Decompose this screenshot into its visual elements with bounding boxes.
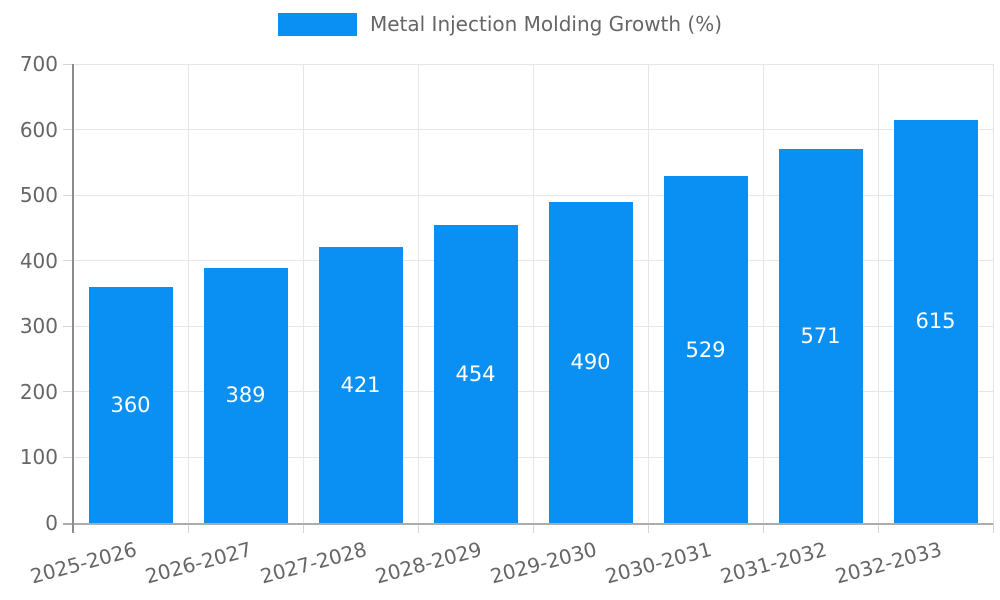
- y-axis-tick: [63, 260, 73, 262]
- y-axis-tick-label: 600: [19, 117, 58, 142]
- legend-swatch: [277, 12, 357, 36]
- y-axis-tick-label: 300: [19, 314, 58, 339]
- bar-2026-2027[interactable]: [203, 267, 288, 523]
- x-axis-tick: [532, 523, 534, 533]
- x-axis-tick-label: 2027-2028: [258, 537, 370, 589]
- y-axis-tick: [63, 391, 73, 393]
- x-axis-tick-label: 2032-2033: [833, 537, 945, 589]
- gridline-vertical: [532, 64, 534, 523]
- x-axis-line: [63, 523, 993, 525]
- bar-2029-2030[interactable]: [548, 201, 633, 523]
- y-axis-line: [72, 64, 74, 533]
- gridline-vertical: [302, 64, 304, 523]
- bar-2030-2031[interactable]: [663, 176, 748, 523]
- bar-2027-2028[interactable]: [318, 246, 403, 523]
- y-axis-tick: [63, 325, 73, 327]
- y-axis-tick-label: 400: [19, 248, 58, 273]
- gridline-vertical: [992, 64, 994, 523]
- bar-2032-2033[interactable]: [893, 119, 978, 523]
- y-axis-tick-label: 0: [45, 511, 58, 535]
- gridline-vertical: [647, 64, 649, 523]
- gridline-vertical: [417, 64, 419, 523]
- x-axis-tick-label: 2026-2027: [143, 537, 255, 589]
- x-axis-tick-label: 2029-2030: [488, 537, 600, 589]
- y-axis-tick-label: 500: [19, 183, 58, 208]
- x-axis-tick: [877, 523, 879, 533]
- x-axis-tick-label: 2028-2029: [373, 537, 485, 589]
- x-axis-tick: [992, 523, 994, 533]
- y-axis-tick: [63, 456, 73, 458]
- x-axis-tick: [762, 523, 764, 533]
- x-axis-tick-label: 2031-2032: [718, 537, 830, 589]
- x-axis-tick: [187, 523, 189, 533]
- x-axis-tick-label: 2025-2026: [28, 537, 140, 589]
- bar-2025-2026[interactable]: [88, 286, 173, 523]
- gridline-vertical: [762, 64, 764, 523]
- y-axis-tick: [63, 194, 73, 196]
- y-axis-tick-label: 700: [19, 52, 58, 76]
- gridline-vertical: [187, 64, 189, 523]
- y-axis-tick-label: 100: [19, 445, 58, 470]
- y-axis-tick-label: 200: [19, 379, 58, 404]
- y-axis-tick: [63, 129, 73, 131]
- x-axis-tick: [647, 523, 649, 533]
- gridline-vertical: [877, 64, 879, 523]
- legend: Metal Injection Molding Growth (%): [0, 12, 1000, 36]
- bar-2028-2029[interactable]: [433, 225, 518, 523]
- x-axis-tick: [417, 523, 419, 533]
- x-axis-tick: [302, 523, 304, 533]
- legend-item[interactable]: Metal Injection Molding Growth (%): [277, 12, 723, 36]
- x-axis-tick-label: 2030-2031: [603, 537, 715, 589]
- y-axis-tick: [63, 63, 73, 65]
- bar-2031-2032[interactable]: [778, 148, 863, 523]
- legend-label: Metal Injection Molding Growth (%): [369, 12, 723, 36]
